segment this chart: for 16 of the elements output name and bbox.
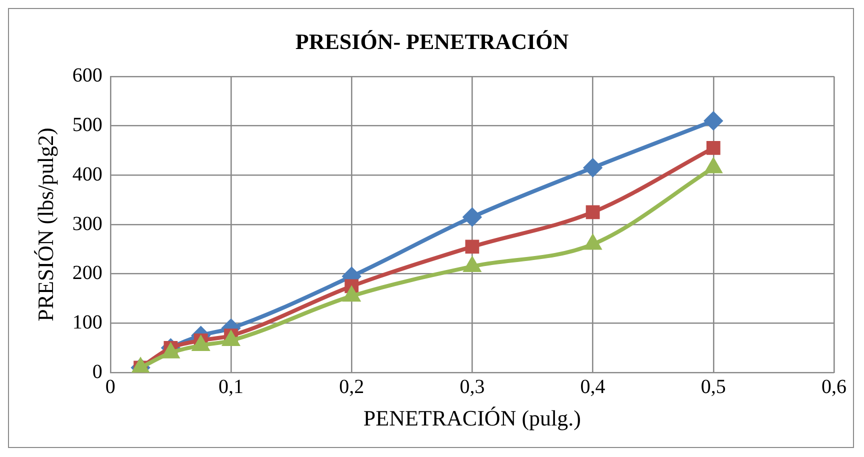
x-tick-label: 0,4	[580, 376, 606, 398]
y-tick-label: 100	[72, 311, 102, 334]
x-tick-label: 0,6	[822, 376, 846, 398]
x-axis-title: PENETRACIÓN (pulg.)	[363, 406, 581, 431]
y-tick-label: 0	[92, 360, 102, 383]
y-tick-label: 400	[72, 163, 102, 186]
y-axis-title: PRESIÓN (lbs/pulg2)	[32, 128, 58, 322]
x-tick-label: 0,3	[460, 376, 485, 398]
x-tick-label: 0,5	[700, 376, 726, 398]
x-tick-label: 0,2	[339, 376, 364, 398]
y-tick-label: 200	[72, 262, 102, 284]
chart-title: PRESIÓN- PENETRACIÓN	[295, 28, 569, 54]
y-tick-label: 600	[72, 64, 102, 87]
y-tick-label: 300	[72, 212, 102, 235]
x-tick-label: 0,1	[218, 376, 244, 398]
y-tick-label: 500	[72, 114, 102, 136]
